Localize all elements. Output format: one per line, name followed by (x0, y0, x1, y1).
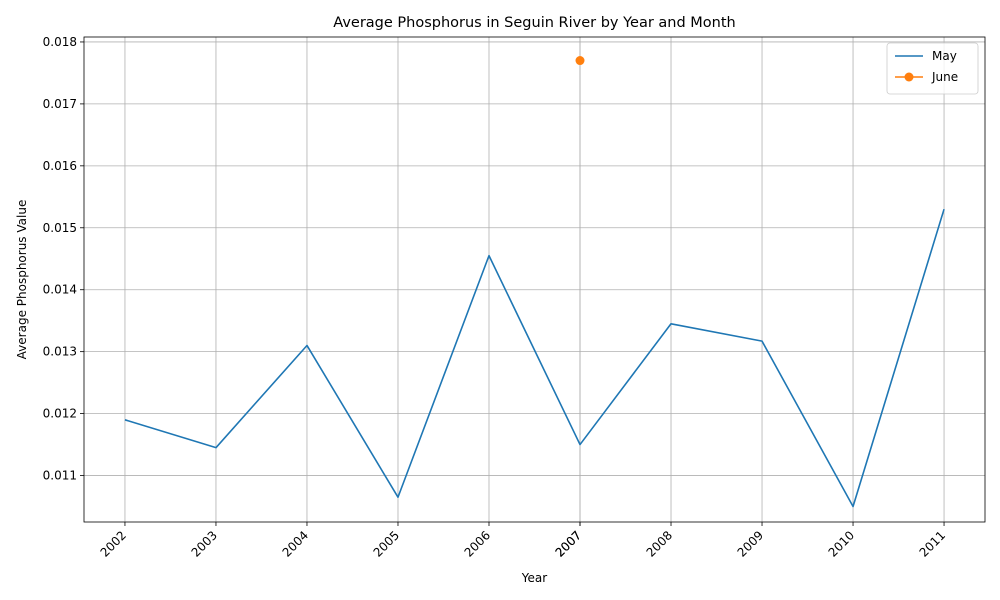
grid (84, 37, 985, 522)
series-june (575, 56, 585, 66)
x-tick-label: 2002 (98, 528, 129, 559)
series-line-may (124, 208, 945, 508)
x-tick-label: 2005 (371, 528, 402, 559)
y-tick-label: 0.018 (43, 35, 77, 49)
x-tick-label: 2003 (189, 528, 220, 559)
y-tick-label: 0.015 (43, 221, 77, 235)
x-tick-label: 2006 (462, 528, 493, 559)
x-tick-label: 2010 (826, 528, 857, 559)
y-axis-label: Average Phosphorus Value (15, 200, 29, 360)
data-point-june (575, 56, 585, 66)
y-tick-label: 0.013 (43, 345, 77, 359)
legend-marker-june (904, 72, 914, 82)
legend-label-june: June (931, 70, 958, 84)
x-tick-label: 2011 (917, 528, 948, 559)
y-tick-label: 0.017 (43, 97, 77, 111)
y-tick-label: 0.014 (43, 283, 77, 297)
y-tick-label: 0.011 (43, 469, 77, 483)
legend: May June (886, 42, 979, 95)
plot-frame (83, 36, 986, 523)
chart-title: Average Phosphorus in Seguin River by Ye… (333, 15, 735, 31)
y-tick-label: 0.016 (43, 159, 77, 173)
x-tick-label: 2008 (644, 528, 675, 559)
series-may (124, 208, 945, 508)
series-layer (124, 56, 945, 508)
x-tick-label: 2009 (735, 528, 766, 559)
x-tick-label: 2004 (280, 528, 311, 559)
legend-label-may: May (932, 49, 957, 63)
x-tick-label: 2007 (553, 528, 584, 559)
y-axis: 0.011 0.012 0.013 0.014 0.015 0.016 0.017 0.018 (43, 35, 84, 483)
x-axis-label: Year (521, 571, 547, 585)
y-tick-label: 0.012 (43, 407, 77, 421)
